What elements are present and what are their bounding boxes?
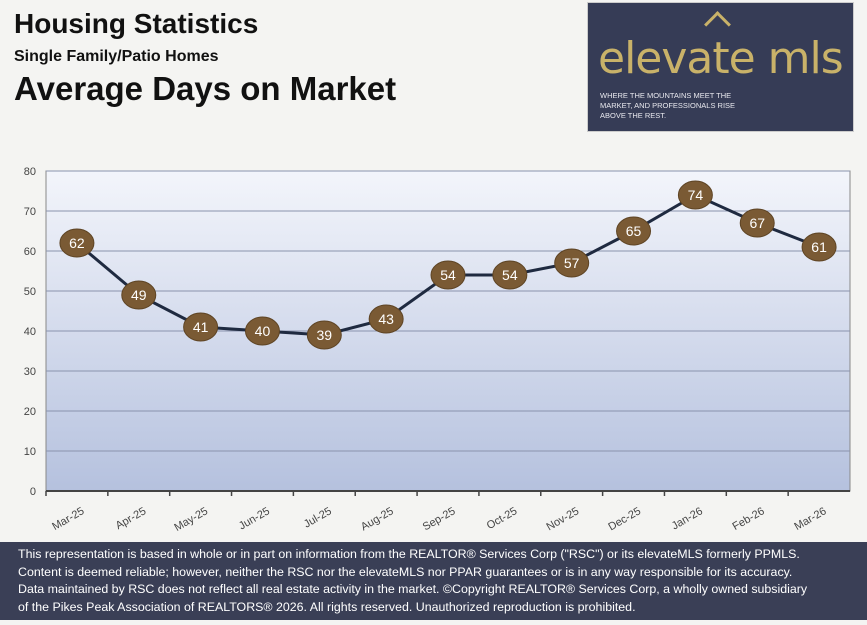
data-label: 43 <box>378 311 394 327</box>
data-marker <box>244 316 280 346</box>
x-tick-label: Sep-25 <box>421 505 458 533</box>
y-tick-label: 10 <box>24 446 36 458</box>
x-tick-label: Aug-25 <box>359 505 396 533</box>
data-marker <box>616 216 652 246</box>
data-marker <box>306 320 342 350</box>
disclaimer-footer: This representation is based in whole or… <box>0 542 867 620</box>
data-marker <box>554 248 590 278</box>
data-label: 54 <box>440 267 456 283</box>
x-tick-label: Feb-26 <box>731 505 767 533</box>
data-label: 40 <box>255 323 271 339</box>
x-tick-label: Nov-25 <box>544 505 581 533</box>
data-label: 54 <box>502 267 518 283</box>
data-marker <box>677 180 713 210</box>
data-label: 41 <box>193 319 209 335</box>
disclaimer-line: Data maintained by RSC does not reflect … <box>18 582 808 596</box>
x-tick-label: Jun-25 <box>237 505 272 532</box>
x-tick-label: Jul-25 <box>302 505 334 530</box>
y-tick-label: 80 <box>24 166 36 178</box>
x-tick-label: May-25 <box>172 505 210 534</box>
data-label: 65 <box>626 223 642 239</box>
data-label: 62 <box>69 235 85 251</box>
logo-name: elevate mls <box>598 33 844 84</box>
metric-title: Average Days on Market <box>14 70 397 107</box>
data-label: 61 <box>811 239 827 255</box>
page-subtitle: Single Family/Patio Homes <box>14 48 219 65</box>
line-chart: 0 10 20 30 40 50 60 70 80 Mar-25 Apr-25 May-25 Jun-2… <box>24 166 851 534</box>
y-tick-label: 50 <box>24 286 36 298</box>
y-tick-label: 40 <box>24 326 36 338</box>
data-label: 74 <box>688 187 704 203</box>
x-tick-label: Dec-25 <box>606 505 643 533</box>
data-label: 39 <box>317 327 333 343</box>
data-marker <box>183 312 219 342</box>
disclaimer-line: This representation is based in whole or… <box>18 547 800 561</box>
x-tick-label: Oct-25 <box>485 505 520 532</box>
x-tick-label: Apr-25 <box>114 505 149 532</box>
y-tick-label: 20 <box>24 406 36 418</box>
page-title: Housing Statistics <box>14 8 259 39</box>
disclaimer-line: Content is deemed reliable; however, nei… <box>18 564 793 579</box>
data-marker <box>368 304 404 334</box>
y-tick-label: 30 <box>24 366 36 378</box>
data-marker <box>121 280 157 310</box>
data-label: 67 <box>749 215 765 231</box>
y-tick-label: 0 <box>30 486 36 498</box>
data-marker <box>492 260 528 290</box>
logo-tagline: WHERE THE MOUNTAINS MEET THE MARKET, AND… <box>600 91 736 120</box>
y-tick-label: 60 <box>24 246 36 258</box>
data-marker <box>801 232 837 262</box>
x-tick-label: Mar-26 <box>792 505 828 533</box>
data-marker <box>430 260 466 290</box>
elevate-mls-logo: elevate mls WHERE THE MOUNTAINS MEET THE… <box>587 2 854 132</box>
x-tick-label: Jan-26 <box>670 505 705 532</box>
x-tick-label: Mar-25 <box>50 505 86 533</box>
y-tick-label: 70 <box>24 206 36 218</box>
data-marker <box>59 228 95 258</box>
disclaimer-line: of the Pikes Peak Association of REALTOR… <box>18 599 636 614</box>
data-label: 57 <box>564 255 580 271</box>
data-marker <box>739 208 775 238</box>
data-label: 49 <box>131 287 147 303</box>
